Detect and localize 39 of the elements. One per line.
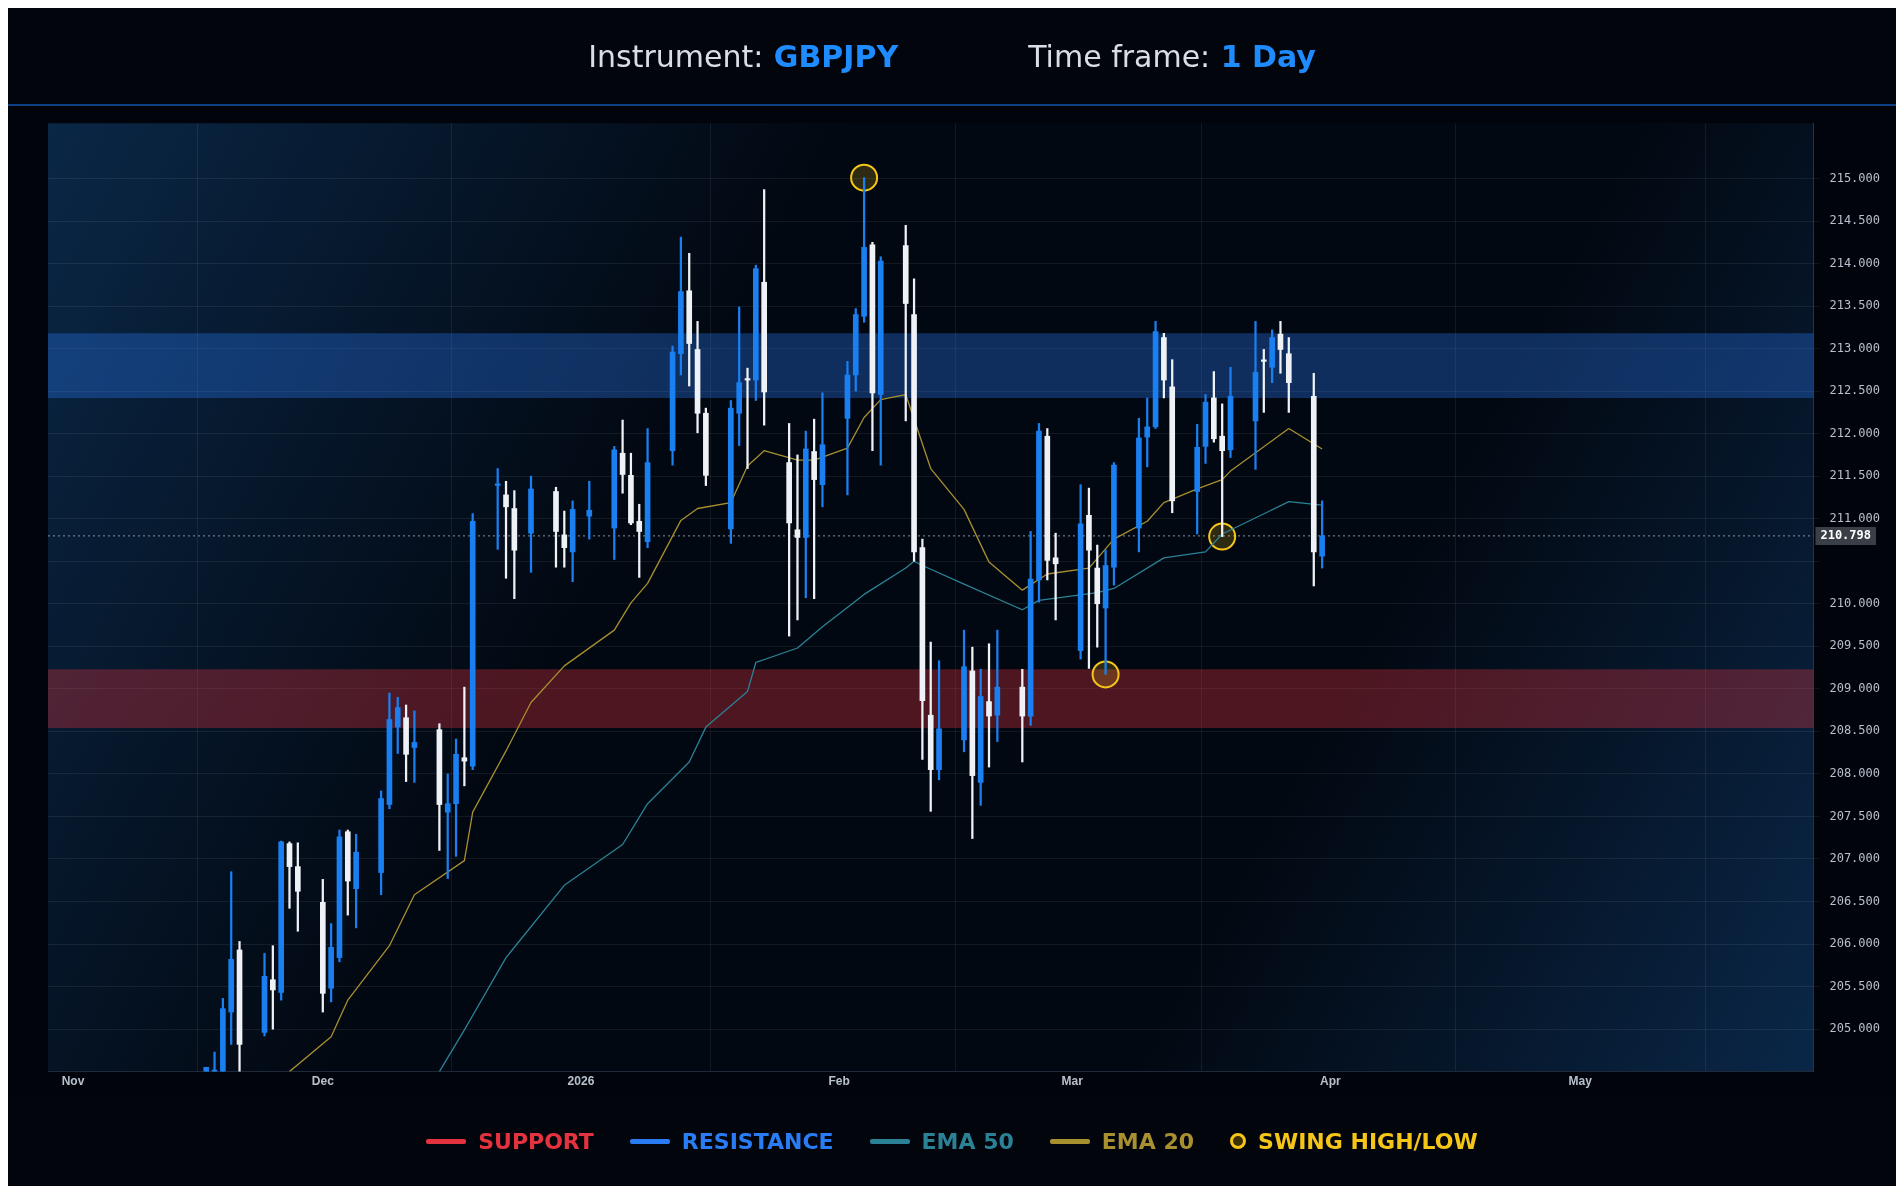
x-tick-label: Feb — [828, 1074, 850, 1089]
y-tick-label: 212.000 — [1829, 425, 1881, 440]
y-tick-label: 207.000 — [1829, 851, 1881, 866]
y-tick-label: 209.500 — [1829, 638, 1881, 653]
legend-label: SUPPORT — [478, 1128, 594, 1154]
ref-line-label: 210.798 — [1820, 528, 1872, 543]
chart-subtitle: Time frame: 1 Day — [1028, 38, 1316, 74]
x-tick-label: Dec — [311, 1074, 335, 1089]
legend-label: EMA 20 — [1101, 1128, 1195, 1154]
chart-title: Instrument: GBPJPY — [588, 38, 899, 74]
y-tick-label: 210.000 — [1829, 595, 1881, 610]
y-tick-label: 213.000 — [1829, 340, 1881, 355]
legend-label: RESISTANCE — [681, 1128, 834, 1154]
y-tick-label: 212.500 — [1829, 383, 1881, 398]
point — [1091, 660, 1120, 689]
y-tick-label: 215.000 — [1829, 170, 1881, 185]
x-tick-label: May — [1568, 1074, 1593, 1089]
y-tick-label: 207.500 — [1829, 808, 1881, 823]
y-tick-label: 211.000 — [1829, 510, 1881, 525]
y-tick-label: 205.000 — [1829, 1021, 1881, 1036]
y-tick-label: 214.500 — [1829, 213, 1881, 228]
text: SWING HIGH/LOW — [1258, 1128, 1478, 1154]
x-tick-label: Nov — [61, 1074, 85, 1089]
y-tick-label: 209.000 — [1829, 680, 1881, 695]
y-tick-label: 208.500 — [1829, 723, 1881, 738]
y-tick-label: 213.500 — [1829, 298, 1881, 313]
legend-label: EMA 50 — [921, 1128, 1014, 1154]
x-tick-label: Mar — [1061, 1074, 1084, 1089]
candlestick — [794, 454, 801, 621]
y-tick-label: 214.000 — [1829, 255, 1881, 270]
y-tick-label: 206.000 — [1829, 936, 1881, 951]
point — [850, 163, 879, 192]
x-tick-label: 2026 — [567, 1074, 595, 1089]
y-tick-label: 205.500 — [1829, 978, 1881, 993]
y-tick-label: 208.000 — [1829, 766, 1881, 781]
candlestick — [411, 710, 418, 783]
y-tick-label: 211.500 — [1829, 468, 1881, 483]
x-tick-label: Apr — [1320, 1074, 1342, 1089]
y-tick-label: 206.500 — [1829, 893, 1881, 908]
